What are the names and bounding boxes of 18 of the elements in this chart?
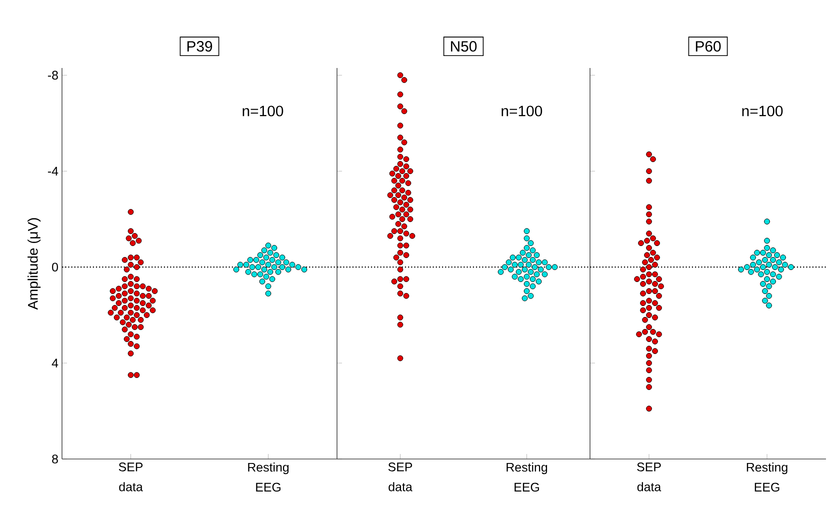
- x-tick-label: Resting EEG: [248, 462, 289, 492]
- x-tick-label: SEP data: [388, 462, 412, 492]
- y-tick-label: -4: [48, 166, 58, 176]
- x-tick-label: Resting EEG: [506, 462, 548, 492]
- y-tick-label: 4: [52, 358, 58, 368]
- annotation: n=100: [742, 106, 783, 116]
- x-tick-label: SEP data: [637, 462, 662, 492]
- y-tick-label: -8: [48, 70, 58, 80]
- y-tick-label: 8: [52, 454, 58, 464]
- chart-title: N50: [451, 41, 477, 52]
- annotation: n=100: [502, 106, 542, 116]
- x-tick-label: Resting EEG: [746, 462, 788, 492]
- y-axis-title: Amplitude (μV): [28, 218, 41, 310]
- annotation: n=100: [242, 106, 284, 116]
- chart-title: P39: [187, 41, 212, 52]
- chart-title: P60: [696, 41, 721, 52]
- y-tick-label: 0: [52, 262, 58, 272]
- x-tick-label: SEP data: [118, 462, 143, 492]
